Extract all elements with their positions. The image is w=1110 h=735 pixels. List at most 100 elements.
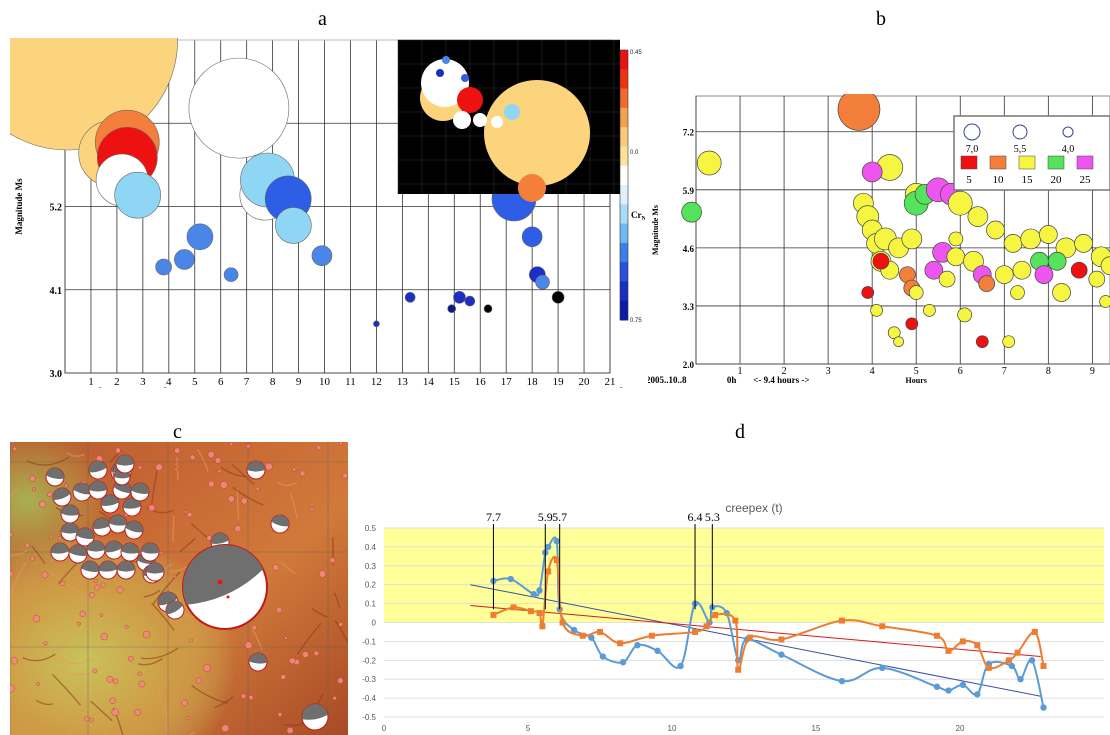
beachball-compression <box>131 483 149 494</box>
event-bubble <box>978 275 996 292</box>
x-tick-label: 12 <box>371 376 382 388</box>
legend-size-marker <box>1062 126 1074 138</box>
colorbar-segment <box>620 262 628 282</box>
beachball <box>116 560 136 580</box>
panel-label-d: d <box>735 421 745 443</box>
epicenter-dot <box>338 442 343 446</box>
event-bubble <box>905 317 919 331</box>
colorbar-tick: 0.75 <box>630 318 642 324</box>
terrain-ridge <box>170 564 189 573</box>
y-tick-label: 4.6 <box>683 244 695 254</box>
series-point <box>619 658 627 666</box>
colorbar: 0.45 0.0 0.75 CrN <box>619 49 645 324</box>
series-point <box>1005 657 1012 664</box>
epicenter-dot <box>240 693 247 699</box>
epicenter-dot <box>313 650 319 656</box>
inset-bubble <box>504 104 520 120</box>
beachball-compression <box>73 483 91 495</box>
epicenter-dot <box>174 447 181 454</box>
terrain-ridge <box>220 466 247 478</box>
event-bubble <box>947 190 973 216</box>
x-tick-label: 8 <box>1046 366 1051 377</box>
epicenter-dot <box>208 480 215 488</box>
series-point <box>559 619 566 626</box>
x-tick-label: 1 <box>738 366 743 377</box>
terrain-ridge <box>22 653 56 662</box>
epicenter-dot <box>244 641 253 650</box>
epicenter-dot <box>275 606 283 613</box>
epicenter-dot <box>10 657 18 665</box>
epicenter-marker <box>226 595 230 599</box>
inset-bubble <box>491 116 503 128</box>
beachball <box>140 542 160 562</box>
beachball <box>124 520 144 540</box>
series-point <box>945 687 952 694</box>
y-tick-label: 0.5 <box>365 524 377 533</box>
beachball-compression <box>183 545 264 605</box>
series-point <box>1040 662 1047 669</box>
beachball-compression <box>211 533 229 544</box>
colorbar-border <box>619 49 629 321</box>
epicenter-dot <box>137 671 142 676</box>
span-label: <- 19.1 hours -> <box>132 387 200 388</box>
series-point <box>553 538 560 545</box>
beachball-compression <box>141 543 159 554</box>
series-point <box>778 636 785 643</box>
beachball <box>248 652 268 672</box>
event-bubble <box>837 94 881 131</box>
inset-bubble <box>442 56 450 64</box>
colorbar-segment <box>620 88 628 109</box>
series-point <box>1008 662 1016 670</box>
epicenter-dot <box>12 446 18 452</box>
beachball-compression <box>166 601 183 615</box>
series-point <box>712 611 719 618</box>
trendline <box>470 584 1041 697</box>
x-tick-label: 7 <box>244 376 250 388</box>
colorbar-segment <box>620 50 628 70</box>
terrain-ridge <box>60 666 102 676</box>
x-tick-label: 1 <box>88 376 94 388</box>
event-bubble <box>1047 251 1067 271</box>
beachball <box>115 454 135 474</box>
y-tick-label: -0.2 <box>362 656 376 665</box>
x-tick-label: 8 <box>270 376 276 388</box>
series-point <box>1028 657 1036 664</box>
terrain-ridge <box>10 486 19 499</box>
series-point <box>570 626 578 634</box>
epicenter-dot <box>277 712 283 717</box>
inset-bubble <box>453 111 471 129</box>
event-bubble <box>275 207 312 244</box>
event-bubble <box>901 228 923 250</box>
series-point <box>539 623 546 630</box>
series-point <box>536 587 543 594</box>
series-point <box>974 691 981 698</box>
magnitude-time-chart-b: 7,0 5,5 4,0 5 10 15 20 25 2.0 3.3 4.6 5.9 7.2 1 2 3 4 5 6 7… <box>648 94 1110 385</box>
y-tick-label: -0.4 <box>362 694 376 703</box>
y-tick-label: 7.2 <box>683 128 695 138</box>
series-point <box>553 557 560 564</box>
y-tick-label: 5.9 <box>683 186 695 196</box>
y-tick-label: 0.2 <box>365 581 377 590</box>
x-tick-label: 10 <box>668 724 677 733</box>
epicenter-dot <box>280 674 286 680</box>
legend-color-label: 5 <box>966 174 972 186</box>
legend-color-label: 10 <box>993 174 1005 186</box>
y-axis-label: Magnitude Ms <box>14 178 24 235</box>
beachball <box>108 514 128 534</box>
terrain-ridge <box>143 589 161 598</box>
epicenter-dot <box>189 454 196 461</box>
epicenter-dot <box>41 571 49 579</box>
legend-color-swatch <box>960 155 978 170</box>
terrain-ridge <box>51 673 82 706</box>
epicenter-dot <box>112 678 119 685</box>
inset-map <box>397 39 620 202</box>
beachball <box>145 562 165 582</box>
annotation-label: 7.7 <box>486 510 501 524</box>
x-tick-label: 2 <box>782 366 787 377</box>
colorbar-segment <box>620 204 628 225</box>
end-hour-label: 22h <box>610 387 626 388</box>
series-point <box>677 662 684 670</box>
terrain-ridge <box>163 697 169 731</box>
terrain-ridge <box>10 562 27 595</box>
